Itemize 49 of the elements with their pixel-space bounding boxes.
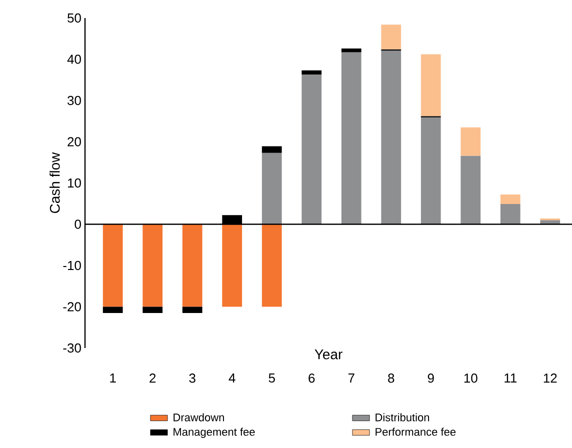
- bar: [500, 194, 520, 204]
- bar: [500, 204, 520, 224]
- bar: [420, 117, 441, 224]
- x-tick-label: 5: [268, 374, 275, 383]
- bar: [460, 127, 481, 156]
- bar: [460, 156, 481, 224]
- y-tick-label: 20: [68, 137, 81, 146]
- bar: [341, 48, 362, 52]
- y-tick-label: 50: [68, 13, 81, 23]
- y-tick-label: -10: [63, 260, 81, 270]
- y-axis-title: Cash flow: [50, 152, 60, 214]
- y-tick-label: 0: [74, 220, 81, 229]
- bar: [341, 52, 362, 224]
- bar: [381, 24, 402, 50]
- x-tick-label: 3: [189, 374, 196, 383]
- bar: [182, 224, 202, 307]
- bar: [262, 224, 282, 307]
- legend-label: Performance fee: [376, 428, 456, 436]
- bar: [262, 146, 282, 153]
- x-axis-title: Year: [314, 350, 342, 360]
- x-tick-label: 9: [428, 374, 434, 383]
- bar: [420, 54, 441, 116]
- x-tick-label: 1: [110, 374, 116, 382]
- bar: [262, 152, 282, 224]
- x-tick-label: 6: [308, 374, 315, 383]
- x-tick-label: 10: [464, 374, 478, 383]
- y-tick-label: -30: [63, 343, 81, 353]
- x-tick-label: 2: [150, 374, 156, 383]
- bar: [182, 306, 202, 313]
- x-tick-label: 8: [388, 374, 394, 383]
- bar: [102, 306, 123, 313]
- y-tick-label: -20: [63, 302, 81, 312]
- bar: [142, 224, 163, 307]
- x-tick-label: 12: [544, 374, 557, 383]
- bar: [222, 224, 242, 307]
- bar: [381, 50, 402, 224]
- legend-label: Distribution: [376, 413, 430, 422]
- bar: [302, 74, 322, 224]
- bar: [102, 224, 123, 307]
- x-tick-label: 11: [504, 374, 517, 382]
- x-tick-label: 7: [348, 374, 354, 382]
- legend-label: Drawdown: [174, 413, 224, 422]
- legend-label: Management fee: [174, 428, 255, 438]
- y-tick-label: 40: [67, 54, 81, 64]
- x-tick-label: 4: [228, 374, 236, 382]
- bar: [142, 306, 163, 313]
- y-tick-label: 30: [68, 96, 81, 106]
- y-tick-label: 10: [68, 178, 81, 188]
- bar: [302, 70, 322, 75]
